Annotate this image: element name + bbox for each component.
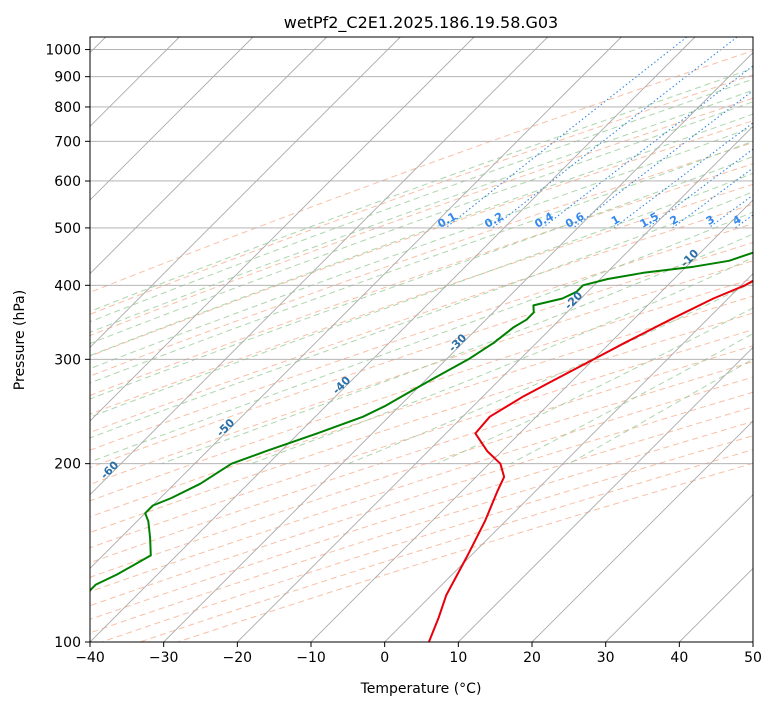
isotherm bbox=[90, 37, 622, 569]
dry-adiabat bbox=[90, 163, 753, 396]
moist-adiabat bbox=[251, 257, 753, 465]
x-tick-label: 40 bbox=[670, 650, 688, 666]
isotherm bbox=[163, 52, 753, 642]
dry-adiabat bbox=[90, 74, 753, 315]
dry-adiabat bbox=[90, 142, 753, 377]
y-tick-label: 700 bbox=[54, 134, 81, 150]
moist-adiabat bbox=[90, 78, 753, 323]
x-tick-label: 0 bbox=[380, 650, 389, 666]
x-tick-label: 10 bbox=[449, 650, 467, 666]
y-tick-label: 800 bbox=[54, 100, 81, 116]
dry-adiabat bbox=[90, 312, 753, 534]
dry-adiabat bbox=[90, 278, 753, 502]
isotherm bbox=[458, 346, 753, 642]
moist-adiabat bbox=[90, 211, 753, 463]
x-tick-label: −10 bbox=[296, 650, 326, 666]
isotherm bbox=[90, 37, 327, 275]
dry-adiabat bbox=[90, 391, 753, 607]
x-tick-label: 30 bbox=[597, 650, 615, 666]
dry-adiabat bbox=[90, 183, 753, 415]
dry-adiabat bbox=[90, 50, 753, 293]
x-tick-label: 20 bbox=[523, 650, 541, 666]
y-tick-label: 300 bbox=[54, 352, 81, 368]
isotherm bbox=[90, 37, 475, 422]
y-tick-label: 500 bbox=[54, 221, 81, 237]
moist-adiabat bbox=[90, 101, 753, 345]
y-tick-label: 1000 bbox=[45, 43, 81, 59]
moist-adiabat bbox=[348, 281, 753, 465]
y-tick-label: 600 bbox=[54, 174, 81, 190]
mixing-ratio-line bbox=[572, 90, 753, 229]
dewpoint-profile bbox=[90, 251, 753, 592]
temperature-profile bbox=[427, 279, 753, 642]
moist-adiabat bbox=[90, 67, 753, 313]
isotherm bbox=[605, 494, 753, 642]
y-tick-label: 400 bbox=[54, 278, 81, 294]
y-axis: 100 200 300 400 500 600 700 800 900 1000 bbox=[45, 43, 90, 651]
isotherm bbox=[310, 199, 753, 642]
plot-background bbox=[90, 37, 753, 642]
dry-adiabat bbox=[90, 97, 753, 337]
mixing-ratio-line bbox=[672, 167, 753, 229]
grid bbox=[90, 37, 753, 642]
x-axis-label: Temperature (°C) bbox=[360, 681, 482, 697]
isotherm bbox=[531, 420, 753, 642]
isotherm bbox=[237, 125, 753, 642]
x-tick-label: −30 bbox=[149, 650, 179, 666]
plot-frame bbox=[89, 36, 754, 643]
x-tick-label: −20 bbox=[223, 650, 253, 666]
moist-adiabat bbox=[90, 113, 753, 357]
moist-adiabat bbox=[90, 89, 753, 333]
isotherm bbox=[90, 37, 696, 642]
y-tick-label: 200 bbox=[54, 457, 81, 473]
series-layer bbox=[90, 251, 753, 642]
isotherm bbox=[90, 37, 401, 348]
isotherm bbox=[384, 273, 753, 642]
moist-adiabat bbox=[90, 172, 753, 418]
y-tick-label: 100 bbox=[54, 635, 81, 651]
chart-title: wetPf2_C2E1.2025.186.19.58.G03 bbox=[284, 13, 558, 33]
y-axis-label: Pressure (hPa) bbox=[12, 290, 28, 390]
mixing-ratio-line bbox=[542, 65, 753, 229]
moist-adiabat bbox=[90, 156, 753, 400]
x-tick-label: 50 bbox=[744, 650, 762, 666]
y-tick-label: 900 bbox=[54, 70, 81, 86]
isotherm bbox=[90, 37, 254, 201]
moist-adiabat bbox=[90, 140, 753, 384]
x-axis: −40 −30 −20 −10 0 10 20 30 40 50 bbox=[75, 642, 762, 666]
dry-adiabat bbox=[90, 223, 753, 451]
moist-adiabat bbox=[90, 126, 753, 370]
isotherm bbox=[90, 37, 548, 496]
x-tick-label: −40 bbox=[75, 650, 105, 666]
dry-adiabat bbox=[90, 329, 753, 549]
